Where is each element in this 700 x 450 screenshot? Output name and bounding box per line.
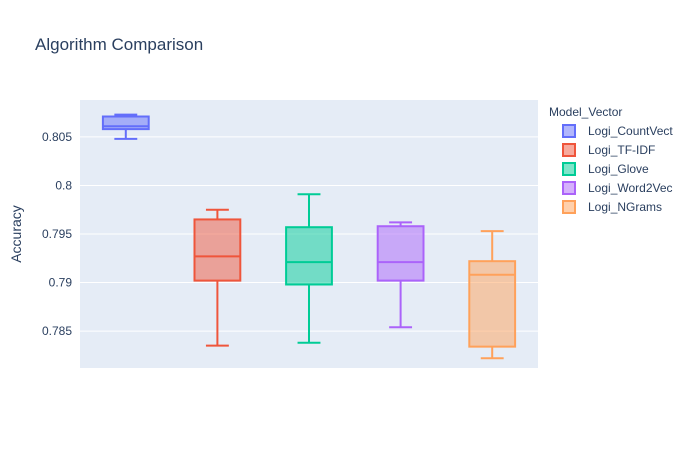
y-tick-label: 0.805: [42, 130, 72, 144]
box-logi-glove[interactable]: [285, 193, 333, 344]
legend-label: Logi_Word2Vec: [588, 181, 673, 195]
y-axis-title: Accuracy: [8, 205, 24, 263]
y-tick-label: 0.795: [42, 227, 72, 241]
legend-item[interactable]: Logi_Word2Vec: [562, 181, 673, 195]
legend-item[interactable]: Logi_NGrams: [562, 200, 662, 214]
legend-label: Logi_CountVect: [588, 124, 673, 138]
y-tick-label: 0.8: [55, 178, 72, 192]
legend-swatch: [562, 124, 576, 138]
y-tick-label: 0.79: [49, 276, 73, 290]
box-logi-word2vec[interactable]: [376, 221, 425, 329]
legend-item[interactable]: Logi_TF-IDF: [562, 143, 655, 157]
legend: Logi_CountVect Logi_TF-IDF Logi_Glove Logi_…: [562, 124, 673, 214]
box-logi-ngrams[interactable]: [468, 230, 517, 360]
box-logi-countvect[interactable]: [101, 113, 150, 140]
legend-swatch: [562, 181, 576, 195]
legend-item[interactable]: Logi_Glove: [562, 162, 649, 176]
boxes: [101, 113, 517, 360]
legend-swatch: [562, 143, 576, 157]
legend-label: Logi_Glove: [588, 162, 649, 176]
legend-item[interactable]: Logi_CountVect: [562, 124, 673, 138]
legend-label: Logi_TF-IDF: [588, 143, 655, 157]
box-iqr: [285, 226, 333, 286]
box-iqr: [193, 218, 242, 282]
y-tick-labels: 0.785 0.79 0.795 0.8 0.805: [42, 130, 72, 338]
box-logi-tf-idf[interactable]: [193, 208, 242, 347]
legend-title: Model_Vector: [549, 105, 622, 119]
box-iqr: [101, 115, 150, 131]
legend-label: Logi_NGrams: [588, 200, 662, 214]
y-tick-label: 0.785: [42, 324, 72, 338]
box-iqr: [376, 225, 425, 282]
legend-swatch: [562, 200, 576, 214]
chart-title: Algorithm Comparison: [35, 35, 203, 54]
legend-swatch: [562, 162, 576, 176]
